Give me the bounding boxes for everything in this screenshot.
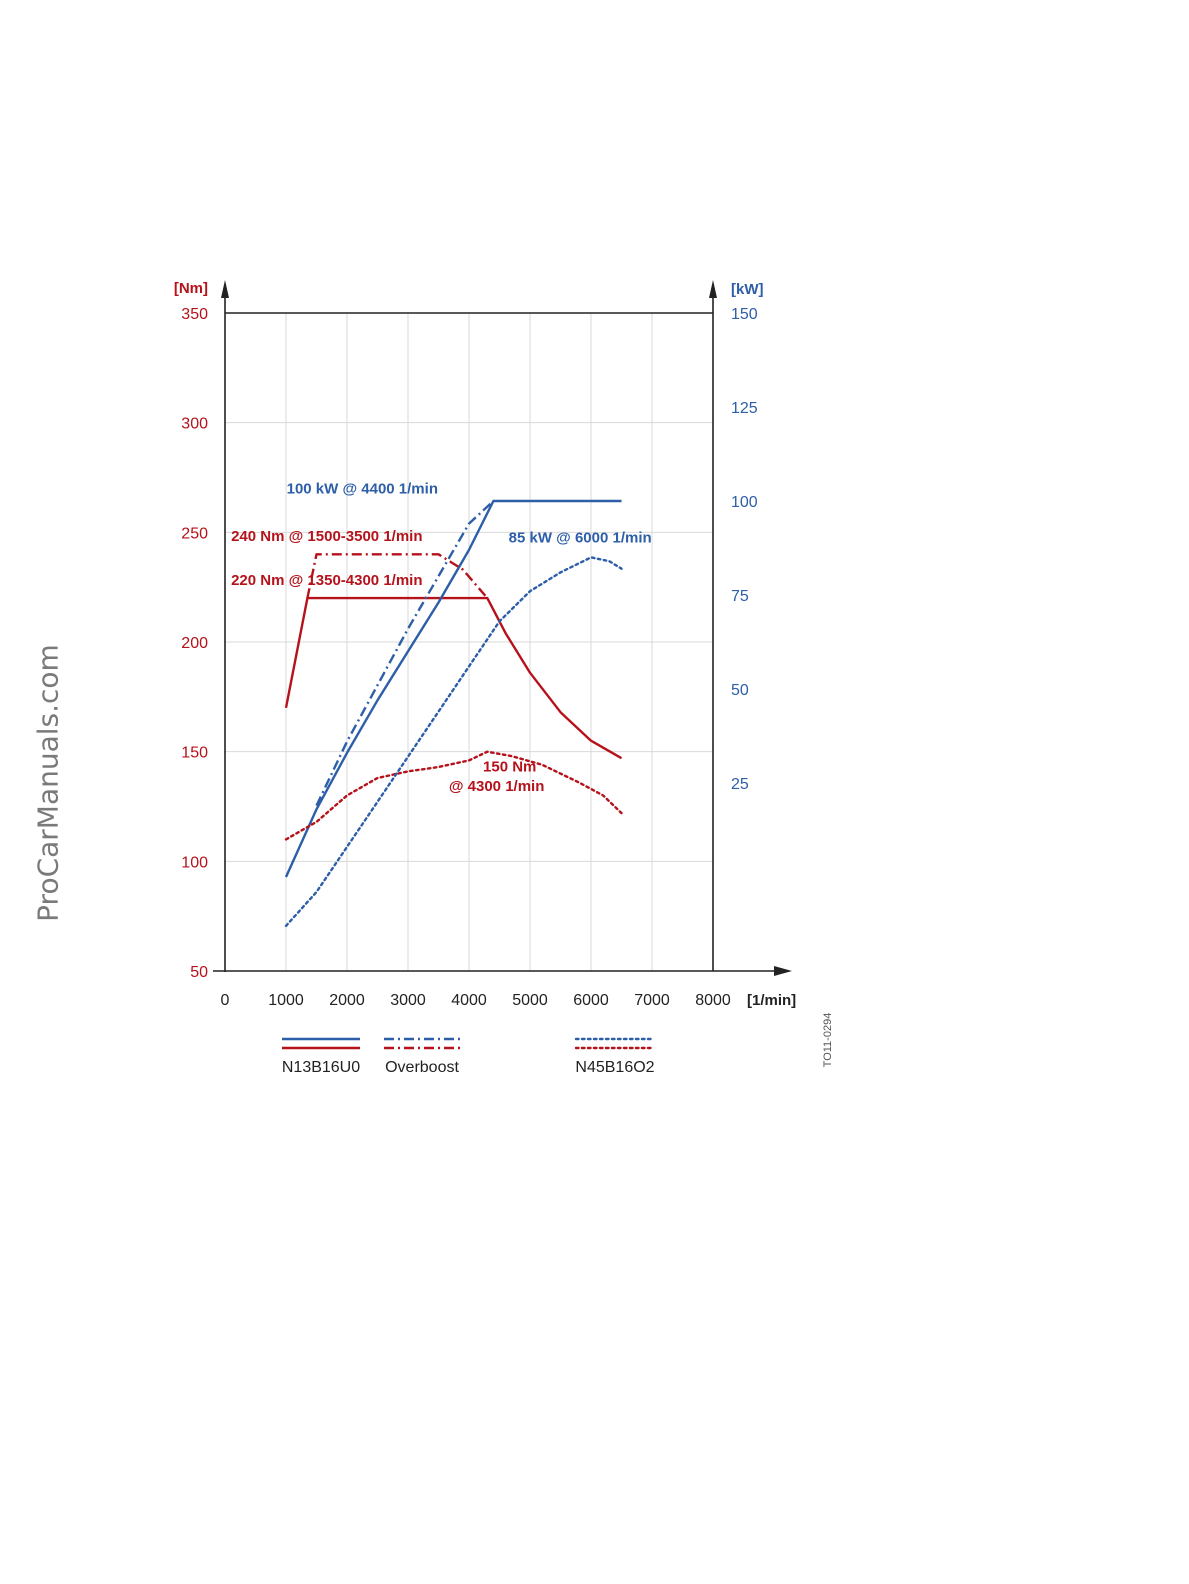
x-tick-label: 3000	[390, 992, 426, 1009]
annotation-label: 85 kW @ 6000 1/min	[509, 529, 652, 546]
x-axis-label: [1/min]	[747, 992, 796, 1009]
y-left-tick-label: 50	[190, 964, 208, 981]
right-axis-arrow	[709, 280, 717, 298]
y-right-tick-label: 25	[731, 776, 749, 793]
x-tick-label: 2000	[329, 992, 365, 1009]
y-right-tick-label: 50	[731, 682, 749, 699]
annotation-label: 100 kW @ 4400 1/min	[287, 480, 438, 497]
y-left-tick-label: 200	[181, 635, 208, 652]
left-axis-arrow	[221, 280, 229, 298]
y-right-tick-label: 75	[731, 588, 749, 605]
legend-label: N45B16O2	[575, 1059, 654, 1076]
x-tick-label: 5000	[512, 992, 548, 1009]
series-n45b16o2-power	[284, 556, 623, 928]
series-n45b16o2-torque	[284, 750, 623, 841]
annotation-label: 150 Nm	[483, 758, 536, 775]
series-n13b16u0-power	[284, 499, 622, 878]
x-tick-label: 7000	[634, 992, 670, 1009]
x-tick-label: 1000	[268, 992, 304, 1009]
legend-label: Overboost	[385, 1059, 459, 1076]
y-right-tick-label: 150	[731, 306, 758, 323]
y-left-tick-label: 150	[181, 745, 208, 762]
series-n13b16u0-torque	[284, 596, 623, 760]
x-tick-label: 8000	[695, 992, 731, 1009]
x-tick-label: 4000	[451, 992, 487, 1009]
x-tick-label: 0	[221, 992, 230, 1009]
y-left-axis-label: [Nm]	[174, 280, 208, 297]
y-left-tick-label: 350	[181, 306, 208, 323]
y-left-tick-label: 100	[181, 854, 208, 871]
legend-label: N13B16U0	[282, 1059, 360, 1076]
y-right-tick-label: 125	[731, 400, 758, 417]
annotation-label: 240 Nm @ 1500-3500 1/min	[231, 528, 422, 545]
annotation-label: 220 Nm @ 1350-4300 1/min	[231, 572, 422, 589]
series-overboost-power	[315, 500, 495, 807]
y-right-tick-label: 100	[731, 494, 758, 511]
y-right-axis-label: [kW]	[731, 281, 764, 298]
x-axis-arrow	[774, 966, 792, 976]
annotation-label: @ 4300 1/min	[449, 778, 545, 795]
x-tick-label: 6000	[573, 992, 609, 1009]
y-left-tick-label: 300	[181, 416, 208, 433]
y-left-tick-label: 250	[181, 525, 208, 542]
series-overboost-torque	[306, 553, 489, 599]
